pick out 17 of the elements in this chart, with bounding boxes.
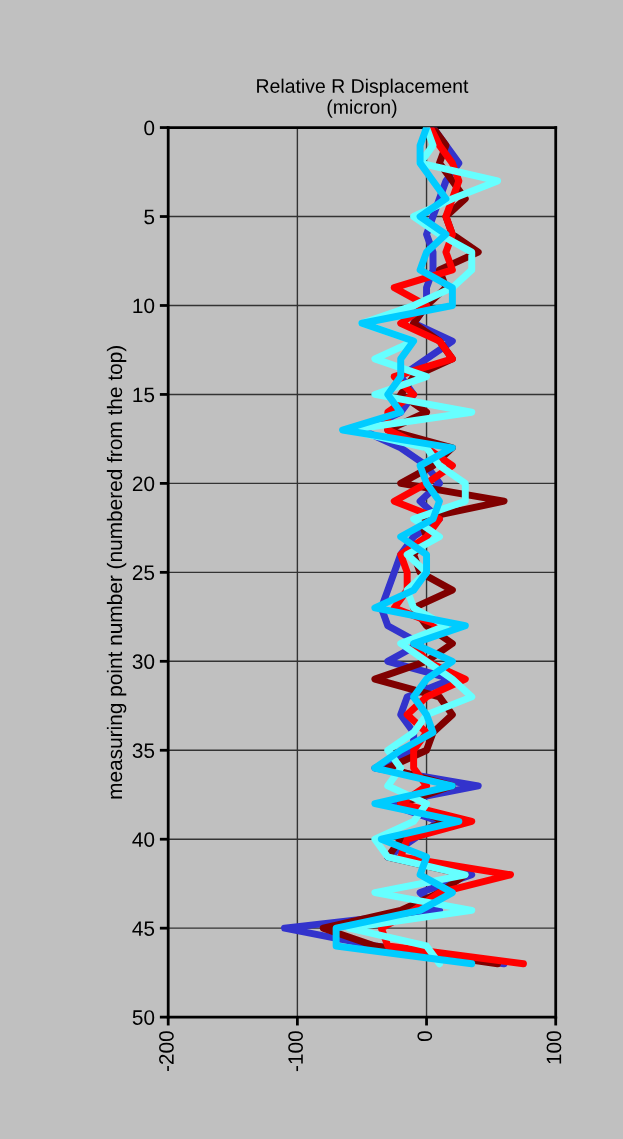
y-tick-label: 25 <box>132 565 155 581</box>
y-axis-title: measuring point number (numbered from the top) <box>106 346 127 799</box>
y-tick-label: 35 <box>132 743 155 759</box>
y-tick-label: 10 <box>133 298 155 314</box>
y-tick-label: 40 <box>132 832 155 847</box>
y-tick-label: 5 <box>144 209 155 225</box>
x-tick-label: -200 <box>159 1031 174 1072</box>
y-tick-label: 20 <box>132 476 155 492</box>
chart-title: Relative R Displacement (micron) <box>257 78 469 118</box>
y-tick-label: 50 <box>132 1010 155 1025</box>
y-tick-label: 15 <box>133 387 155 403</box>
x-tick-label: -100 <box>288 1031 303 1072</box>
x-tick-label: 100 <box>546 1031 562 1064</box>
y-tick-label: 0 <box>144 120 155 136</box>
x-tick-label: 0 <box>417 1031 433 1042</box>
y-tick-label: 45 <box>132 921 155 936</box>
y-tick-label: 30 <box>132 654 155 670</box>
